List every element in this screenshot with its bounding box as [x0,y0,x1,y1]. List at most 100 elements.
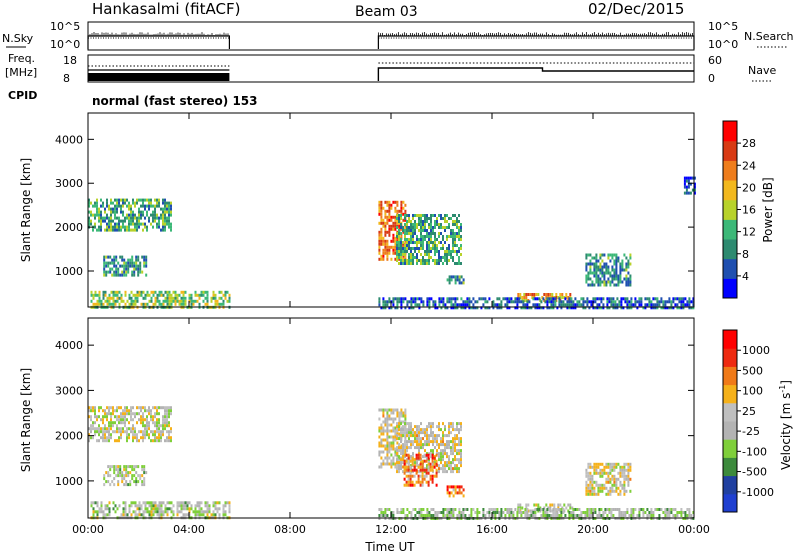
heatmap-cell [592,297,595,301]
heatmap-cell [587,462,590,466]
nave-label: Nave [748,64,776,77]
heatmap-cell [396,221,399,225]
heatmap-cell [132,433,134,437]
heatmap-cell [426,247,428,250]
heatmap-cell [390,444,393,448]
heatmap-cell [117,480,120,484]
heatmap-cell [478,297,481,301]
heatmap-cell [615,277,618,281]
heatmap-cell [456,223,458,226]
colorbar-tick-label: 28 [742,137,756,150]
heatmap-cell [438,300,441,304]
heatmap-cell [386,444,389,448]
heatmap-cell [644,303,647,307]
heatmap-cell [107,264,110,268]
heatmap-cell [588,511,591,514]
heatmap-cell [430,247,432,250]
heatmap-cell [398,241,400,244]
heatmap-cell [420,300,423,304]
heatmap-cell [622,306,625,310]
heatmap-cell [595,268,598,272]
heatmap-cell [90,409,92,413]
heatmap-cell [430,449,432,453]
heatmap-cell [462,306,465,310]
heatmap-cell [160,504,163,508]
heatmap-cell [123,483,126,487]
heatmap-cell [403,471,406,475]
heatmap-cell [425,480,428,484]
heatmap-cell [166,302,169,306]
heatmap-cell [492,300,495,304]
heatmap-cell [430,229,432,232]
heatmap-cell [454,508,457,511]
heatmap-cell [418,470,420,474]
heatmap-cell [414,229,416,232]
heatmap-cell [160,430,162,434]
heatmap-cell [156,427,158,431]
heatmap-cell [104,507,107,511]
heatmap-cell [689,176,692,180]
heatmap-cell [135,258,138,262]
heatmap-cell [615,465,618,469]
heatmap-cell [684,303,687,307]
heatmap-cell [412,428,414,432]
heatmap-cell [609,468,612,472]
heatmap-cell [134,216,136,220]
heatmap-cell [228,501,231,505]
heatmap-cell [100,507,103,511]
heatmap-cell [412,508,415,511]
heatmap-cell [664,511,667,514]
heatmap-cell [412,214,414,217]
heatmap-cell [426,220,428,223]
heatmap-cell [560,300,563,304]
heatmap-cell [527,503,530,507]
heatmap-cell [510,300,513,304]
heatmap-cell [120,198,122,202]
heatmap-cell [418,214,420,217]
heatmap-cell [408,220,410,223]
heatmap-cell [400,203,403,207]
heatmap-cell [398,300,401,304]
heatmap-cell [410,259,412,262]
heatmap-cell [434,220,436,223]
heatmap-cell [460,514,463,517]
heatmap-cell [420,431,422,435]
heatmap-cell [418,514,421,517]
heatmap-cell [218,513,221,517]
heatmap-cell [418,446,420,450]
heatmap-cell [464,303,467,307]
heatmap-cell [170,222,172,226]
heatmap-cell [620,306,623,310]
heatmap-cell [388,456,391,460]
heatmap-cell [434,514,437,517]
heatmap-cell [398,455,400,459]
heatmap-cell [127,267,130,271]
heatmap-cell [378,453,381,457]
heatmap-cell [534,511,537,514]
colorbar-segment [723,140,737,161]
heatmap-cell [640,303,643,307]
heatmap-cell [609,271,612,275]
heatmap-cell [122,201,124,205]
heatmap-cell [688,303,691,307]
heatmap-cell [524,514,527,517]
heatmap-cell [418,431,420,435]
heatmap-cell [112,406,114,410]
heatmap-cell [424,214,426,217]
heatmap-cell [610,297,613,301]
heatmap-cell [156,504,159,508]
heatmap-cell [402,253,404,256]
heatmap-cell [410,223,412,226]
heatmap-cell [156,204,158,208]
heatmap-cell [595,462,598,466]
heatmap-cell [108,228,110,232]
heatmap-cell [400,420,403,424]
heatmap-cell [450,232,452,235]
heatmap-cell [454,220,456,223]
heatmap-cell [396,441,399,445]
heatmap-cell [98,427,100,431]
heatmap-cell [380,233,383,237]
heatmap-cell [584,511,587,514]
heatmap-cell [615,271,618,275]
